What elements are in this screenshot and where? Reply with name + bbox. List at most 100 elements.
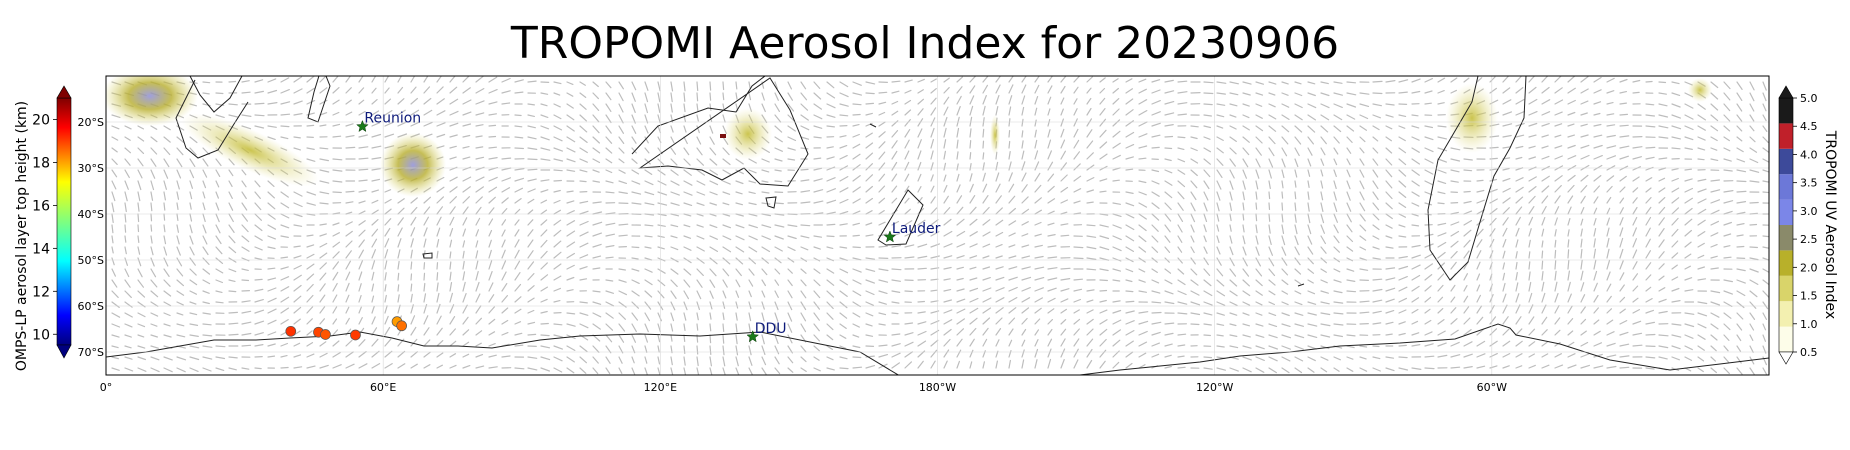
wind-vector <box>1658 197 1666 204</box>
wind-vector <box>1164 279 1173 285</box>
wind-vector <box>358 229 366 237</box>
wind-vector <box>1671 197 1680 204</box>
wind-vector <box>332 111 340 116</box>
wind-vector <box>891 301 900 304</box>
wind-vector <box>956 308 966 314</box>
wind-vector <box>1632 249 1638 259</box>
wind-vector <box>1372 114 1382 119</box>
wind-vector <box>1190 312 1201 316</box>
wind-vector <box>956 298 966 303</box>
wind-vector <box>1372 224 1380 231</box>
right-colorbar-tick-label: 1.0 <box>1800 318 1818 331</box>
wind-vector <box>488 331 496 336</box>
wind-vector <box>891 185 898 193</box>
wind-vector <box>878 268 889 272</box>
wind-vector <box>917 360 924 369</box>
wind-vector <box>1086 87 1092 94</box>
wind-vector <box>839 312 848 319</box>
wind-vector <box>540 229 548 237</box>
wind-vector <box>241 224 249 233</box>
wind-vector <box>1047 245 1057 248</box>
wind-vector <box>371 363 381 369</box>
wind-vector <box>1515 239 1519 248</box>
wind-vector <box>1502 207 1510 215</box>
wind-vector <box>1411 114 1419 117</box>
wind-vector <box>852 279 862 285</box>
wind-vector <box>1138 121 1148 127</box>
wind-vector <box>1255 213 1258 222</box>
wind-vector <box>215 180 220 188</box>
wind-vector <box>501 295 508 303</box>
wind-vector <box>839 135 847 138</box>
wind-vector <box>267 213 276 220</box>
wind-vector <box>1294 356 1304 362</box>
wind-vector <box>1177 213 1184 222</box>
wind-vector <box>1125 120 1135 127</box>
wind-vector <box>696 136 702 145</box>
aerosol-plume-australia <box>724 108 772 160</box>
wind-vector <box>1060 85 1066 94</box>
wind-vector <box>592 201 602 204</box>
wind-vector <box>1346 202 1352 212</box>
wind-vector <box>332 282 338 292</box>
wind-vector <box>1372 147 1379 154</box>
wind-vector <box>839 103 849 107</box>
wind-vector <box>761 268 768 276</box>
wind-vector <box>254 79 264 83</box>
wind-vector <box>1294 246 1300 256</box>
wind-vector <box>553 209 562 215</box>
wind-vector <box>1112 339 1121 347</box>
wind-vector <box>514 136 524 139</box>
wind-vector <box>592 211 603 215</box>
wind-vector <box>345 240 353 248</box>
wind-vector <box>553 81 562 85</box>
right-colorbar-block <box>1779 199 1793 225</box>
wind-vector <box>1268 323 1278 327</box>
wind-vector <box>1177 290 1187 296</box>
wind-vector <box>241 191 247 200</box>
wind-vector <box>1073 278 1084 281</box>
wind-vector <box>865 174 874 182</box>
wind-vector <box>1346 158 1351 166</box>
wind-vector <box>1710 92 1719 100</box>
wind-vector <box>1203 202 1208 212</box>
wind-vector <box>527 136 537 140</box>
wind-vector <box>1203 81 1214 84</box>
wind-vector <box>1437 296 1444 303</box>
wind-vector <box>826 223 836 226</box>
wind-vector <box>1242 257 1248 267</box>
wind-vector <box>306 147 315 150</box>
wind-vector <box>1567 249 1570 259</box>
wind-vector <box>1333 81 1343 84</box>
wind-vector <box>1658 136 1669 139</box>
wind-vector <box>930 107 937 116</box>
wind-vector <box>579 114 588 122</box>
site-label: DDU <box>755 321 787 337</box>
wind-vector <box>319 318 325 325</box>
wind-vector <box>1164 213 1172 222</box>
wind-vector <box>202 290 210 294</box>
wind-vector <box>1086 309 1094 314</box>
wind-vector <box>1684 136 1694 141</box>
wind-vector <box>1632 216 1638 226</box>
wind-vector <box>1437 342 1447 347</box>
wind-vector <box>644 147 650 154</box>
wind-vector <box>1268 301 1276 306</box>
wind-vector <box>371 209 379 215</box>
wind-vector <box>709 81 712 91</box>
wind-vector <box>423 196 431 204</box>
wind-vector <box>1684 103 1694 109</box>
wind-vector <box>943 127 947 138</box>
gridlines <box>106 76 1769 375</box>
wind-vector <box>995 105 999 116</box>
wind-vector <box>1125 300 1135 303</box>
wind-vector <box>592 158 601 164</box>
wind-vector <box>163 290 172 297</box>
wind-vector <box>345 230 353 237</box>
wind-vector <box>358 339 366 347</box>
wind-vector <box>1489 87 1498 94</box>
wind-vector <box>618 114 624 124</box>
wind-vector <box>930 219 939 226</box>
wind-vector <box>1554 270 1557 281</box>
wind-vector <box>1203 191 1209 201</box>
